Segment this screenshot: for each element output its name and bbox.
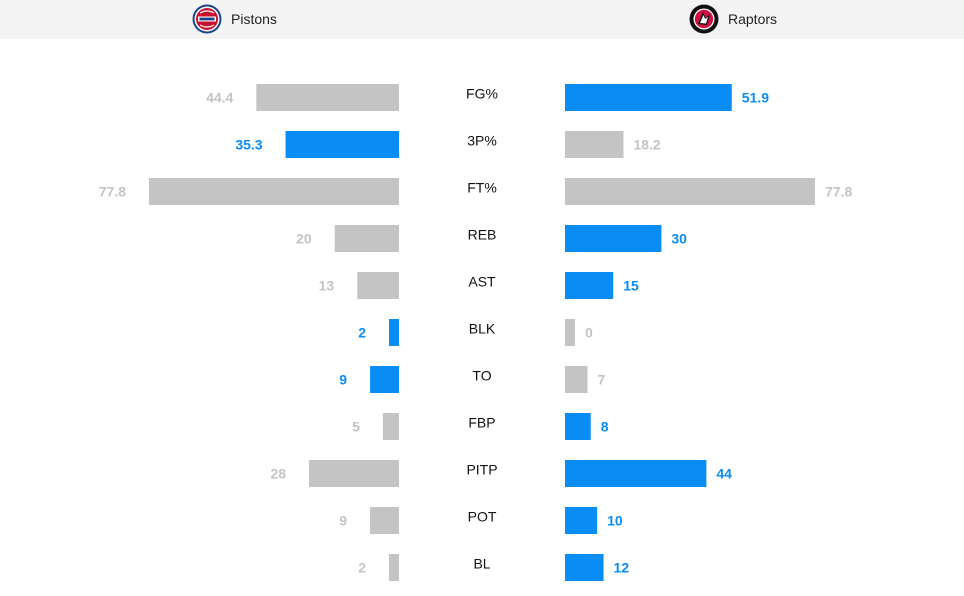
home-bar-fbp [382,413,399,440]
away-bar-fbp [565,413,591,440]
home-value-ast: 13 [319,278,335,294]
away-bar-reb [565,225,662,252]
raptors-logo-icon [689,4,719,34]
team-header: Pistons Raptors [0,0,964,39]
away-value-pot: 10 [607,513,623,529]
away-team[interactable]: Raptors [689,4,777,34]
team-stats-comparison-chart: 44.4 51.9FG%35.3 18.23P%77.8 77.8FT%20 30REB… [99,84,852,581]
home-bar-ft [149,178,399,205]
home-value-fg: 44.4 [206,90,233,106]
away-value-blk: 0 [585,325,593,341]
home-value-reb: 20 [296,231,312,247]
away-bar-to [565,366,588,393]
stat-label-3p: 3P% [467,133,497,149]
stat-label-to: TO [472,368,491,384]
stat-label-bl: BL [473,556,490,572]
stat-label-ast: AST [468,274,496,290]
home-bar-pot [370,507,399,534]
away-bar-ast [565,272,614,299]
away-bar-pitp [565,460,707,487]
stat-label-ft: FT% [467,180,497,196]
away-bar-3p [565,131,624,158]
home-value-pot: 9 [339,513,347,529]
home-bar-bl [389,554,399,581]
stat-label-fg: FG% [466,86,498,102]
away-value-to: 7 [597,372,605,388]
home-value-ft: 77.8 [99,184,126,200]
home-value-fbp: 5 [352,419,360,435]
home-bar-3p [285,131,399,158]
away-bar-fg [565,84,732,111]
away-bar-ft [565,178,815,205]
home-value-3p: 35.3 [235,137,262,153]
away-value-fbp: 8 [601,419,609,435]
away-bar-pot [565,507,598,534]
stat-label-fbp: FBP [468,415,495,431]
home-bar-ast [357,272,399,299]
stat-label-reb: REB [468,227,497,243]
home-bar-to [370,366,399,393]
home-bar-reb [334,225,399,252]
home-team-name: Pistons [231,11,277,27]
home-bar-pitp [309,460,399,487]
pistons-logo-icon [192,4,222,34]
away-value-pitp: 44 [716,466,732,482]
home-bar-blk [389,319,399,346]
away-bar-bl [565,554,604,581]
away-value-fg: 51.9 [742,90,769,106]
away-value-3p: 18.2 [633,137,660,153]
away-value-bl: 12 [614,560,630,576]
stat-label-blk: BLK [469,321,496,337]
home-value-to: 9 [339,372,347,388]
away-value-ft: 77.8 [825,184,852,200]
home-value-pitp: 28 [270,466,286,482]
home-value-bl: 2 [358,560,366,576]
home-team[interactable]: Pistons [192,4,277,34]
away-team-name: Raptors [728,11,778,27]
home-value-blk: 2 [358,325,366,341]
away-bar-blk [565,319,575,346]
away-value-ast: 15 [623,278,639,294]
home-bar-fg [256,84,399,111]
stat-label-pot: POT [468,509,497,525]
stat-label-pitp: PITP [466,462,497,478]
away-value-reb: 30 [671,231,687,247]
